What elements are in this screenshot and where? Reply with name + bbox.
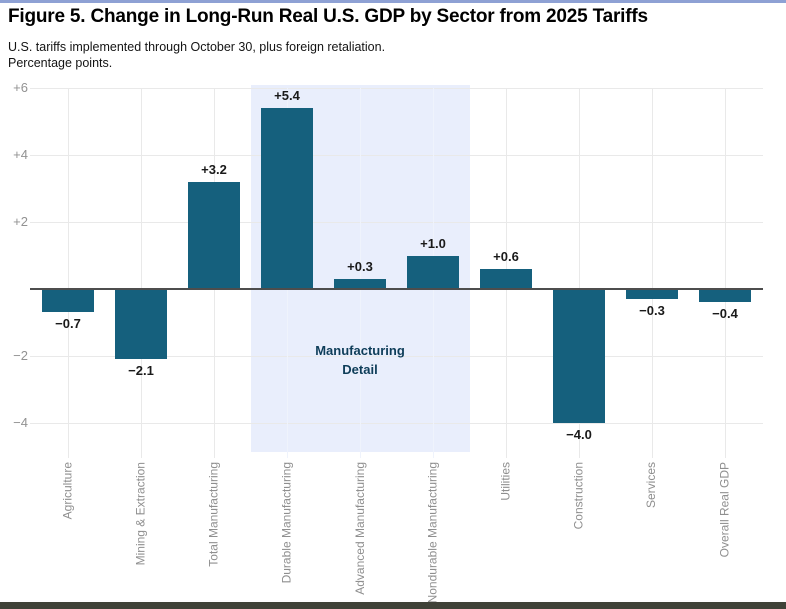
grid-line-vertical <box>651 88 653 458</box>
grid-line-vertical <box>724 88 726 458</box>
x-axis-category-label: Agriculture <box>60 462 75 520</box>
figure-subtitle-line2: Percentage points. <box>8 56 113 70</box>
bar <box>626 289 678 300</box>
grid-line-horizontal <box>30 154 763 156</box>
bar <box>261 108 313 289</box>
bar <box>553 289 605 423</box>
y-axis-tick-label: +6 <box>13 80 28 95</box>
grid-line-vertical <box>359 88 361 458</box>
grid-line-horizontal <box>30 87 763 89</box>
x-axis-category-label: Mining & Extraction <box>133 462 148 566</box>
grid-line-horizontal <box>30 355 763 357</box>
grid-line-horizontal <box>30 422 763 424</box>
x-axis-category-label: Total Manufacturing <box>206 462 221 567</box>
x-axis-category-label: Nondurable Manufacturing <box>425 462 440 604</box>
bar-value-label: +0.6 <box>493 248 519 264</box>
manufacturing-detail-label: Manufacturing Detail <box>251 341 470 379</box>
bar <box>699 289 751 303</box>
bar <box>188 181 240 289</box>
manufacturing-detail-label-line: Manufacturing <box>315 343 405 358</box>
x-axis-category-label: Overall Real GDP <box>717 462 732 558</box>
y-axis-tick-label: +2 <box>13 214 28 229</box>
bar-value-label: +3.2 <box>201 161 227 177</box>
top-accent-bar <box>0 0 786 3</box>
grid-line-vertical <box>67 88 69 458</box>
y-axis-tick-label: −2 <box>13 348 28 363</box>
x-axis-category-label: Durable Manufacturing <box>279 462 294 584</box>
x-axis-category-label: Advanced Manufacturing <box>352 462 367 595</box>
grid-line-vertical <box>140 88 142 458</box>
bar <box>480 268 532 289</box>
bar-value-label: −2.1 <box>128 363 154 379</box>
bar <box>42 289 94 313</box>
bar-value-label: +5.4 <box>274 88 300 104</box>
y-axis-tick-label: −4 <box>13 415 28 430</box>
x-axis-category-label: Construction <box>571 462 586 530</box>
grid-line-horizontal <box>30 221 763 223</box>
figure-subtitle: U.S. tariffs implemented through October… <box>8 39 708 71</box>
x-axis-category-label: Utilities <box>498 462 513 501</box>
bar <box>115 289 167 360</box>
bar-value-label: +1.0 <box>420 235 446 251</box>
manufacturing-detail-label-line: Detail <box>342 362 378 377</box>
figure-subtitle-line1: U.S. tariffs implemented through October… <box>8 40 386 54</box>
x-axis-category-label: Services <box>644 462 659 509</box>
grid-line-vertical <box>578 88 580 458</box>
bar <box>407 255 459 289</box>
bar-value-label: −0.4 <box>712 306 738 322</box>
bar <box>334 278 386 289</box>
y-axis-tick-label: +4 <box>13 147 28 162</box>
zero-axis-line <box>30 288 763 290</box>
bar-value-label: −0.3 <box>639 303 665 319</box>
figure-title: Figure 5. Change in Long-Run Real U.S. G… <box>8 6 648 27</box>
bottom-footer-bar <box>0 602 786 609</box>
bar-value-label: −4.0 <box>566 427 592 442</box>
bar-value-label: +0.3 <box>347 258 373 274</box>
bar-value-label: −0.7 <box>55 316 81 332</box>
